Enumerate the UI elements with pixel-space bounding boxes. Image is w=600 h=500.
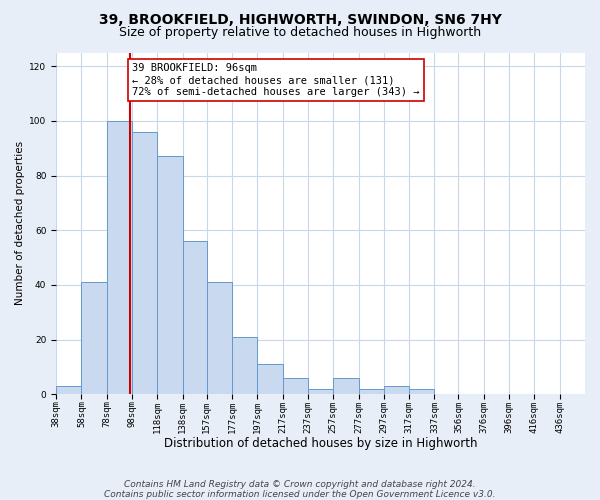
Bar	[182, 241, 206, 394]
Bar	[132, 132, 157, 394]
Bar	[56, 386, 82, 394]
Text: 39, BROOKFIELD, HIGHWORTH, SWINDON, SN6 7HY: 39, BROOKFIELD, HIGHWORTH, SWINDON, SN6 …	[98, 12, 502, 26]
Bar	[308, 389, 333, 394]
Bar	[333, 378, 359, 394]
Bar	[257, 364, 283, 394]
Text: Size of property relative to detached houses in Highworth: Size of property relative to detached ho…	[119, 26, 481, 39]
Bar	[283, 378, 308, 394]
Bar	[409, 389, 434, 394]
Text: 39 BROOKFIELD: 96sqm
← 28% of detached houses are smaller (131)
72% of semi-deta: 39 BROOKFIELD: 96sqm ← 28% of detached h…	[132, 64, 419, 96]
X-axis label: Distribution of detached houses by size in Highworth: Distribution of detached houses by size …	[164, 437, 478, 450]
Y-axis label: Number of detached properties: Number of detached properties	[15, 142, 25, 306]
Bar	[157, 156, 182, 394]
Bar	[232, 337, 257, 394]
Bar	[82, 282, 107, 395]
Bar	[359, 389, 384, 394]
Text: Contains HM Land Registry data © Crown copyright and database right 2024.
Contai: Contains HM Land Registry data © Crown c…	[104, 480, 496, 499]
Bar	[206, 282, 232, 395]
Bar	[384, 386, 409, 394]
Bar	[107, 121, 132, 394]
